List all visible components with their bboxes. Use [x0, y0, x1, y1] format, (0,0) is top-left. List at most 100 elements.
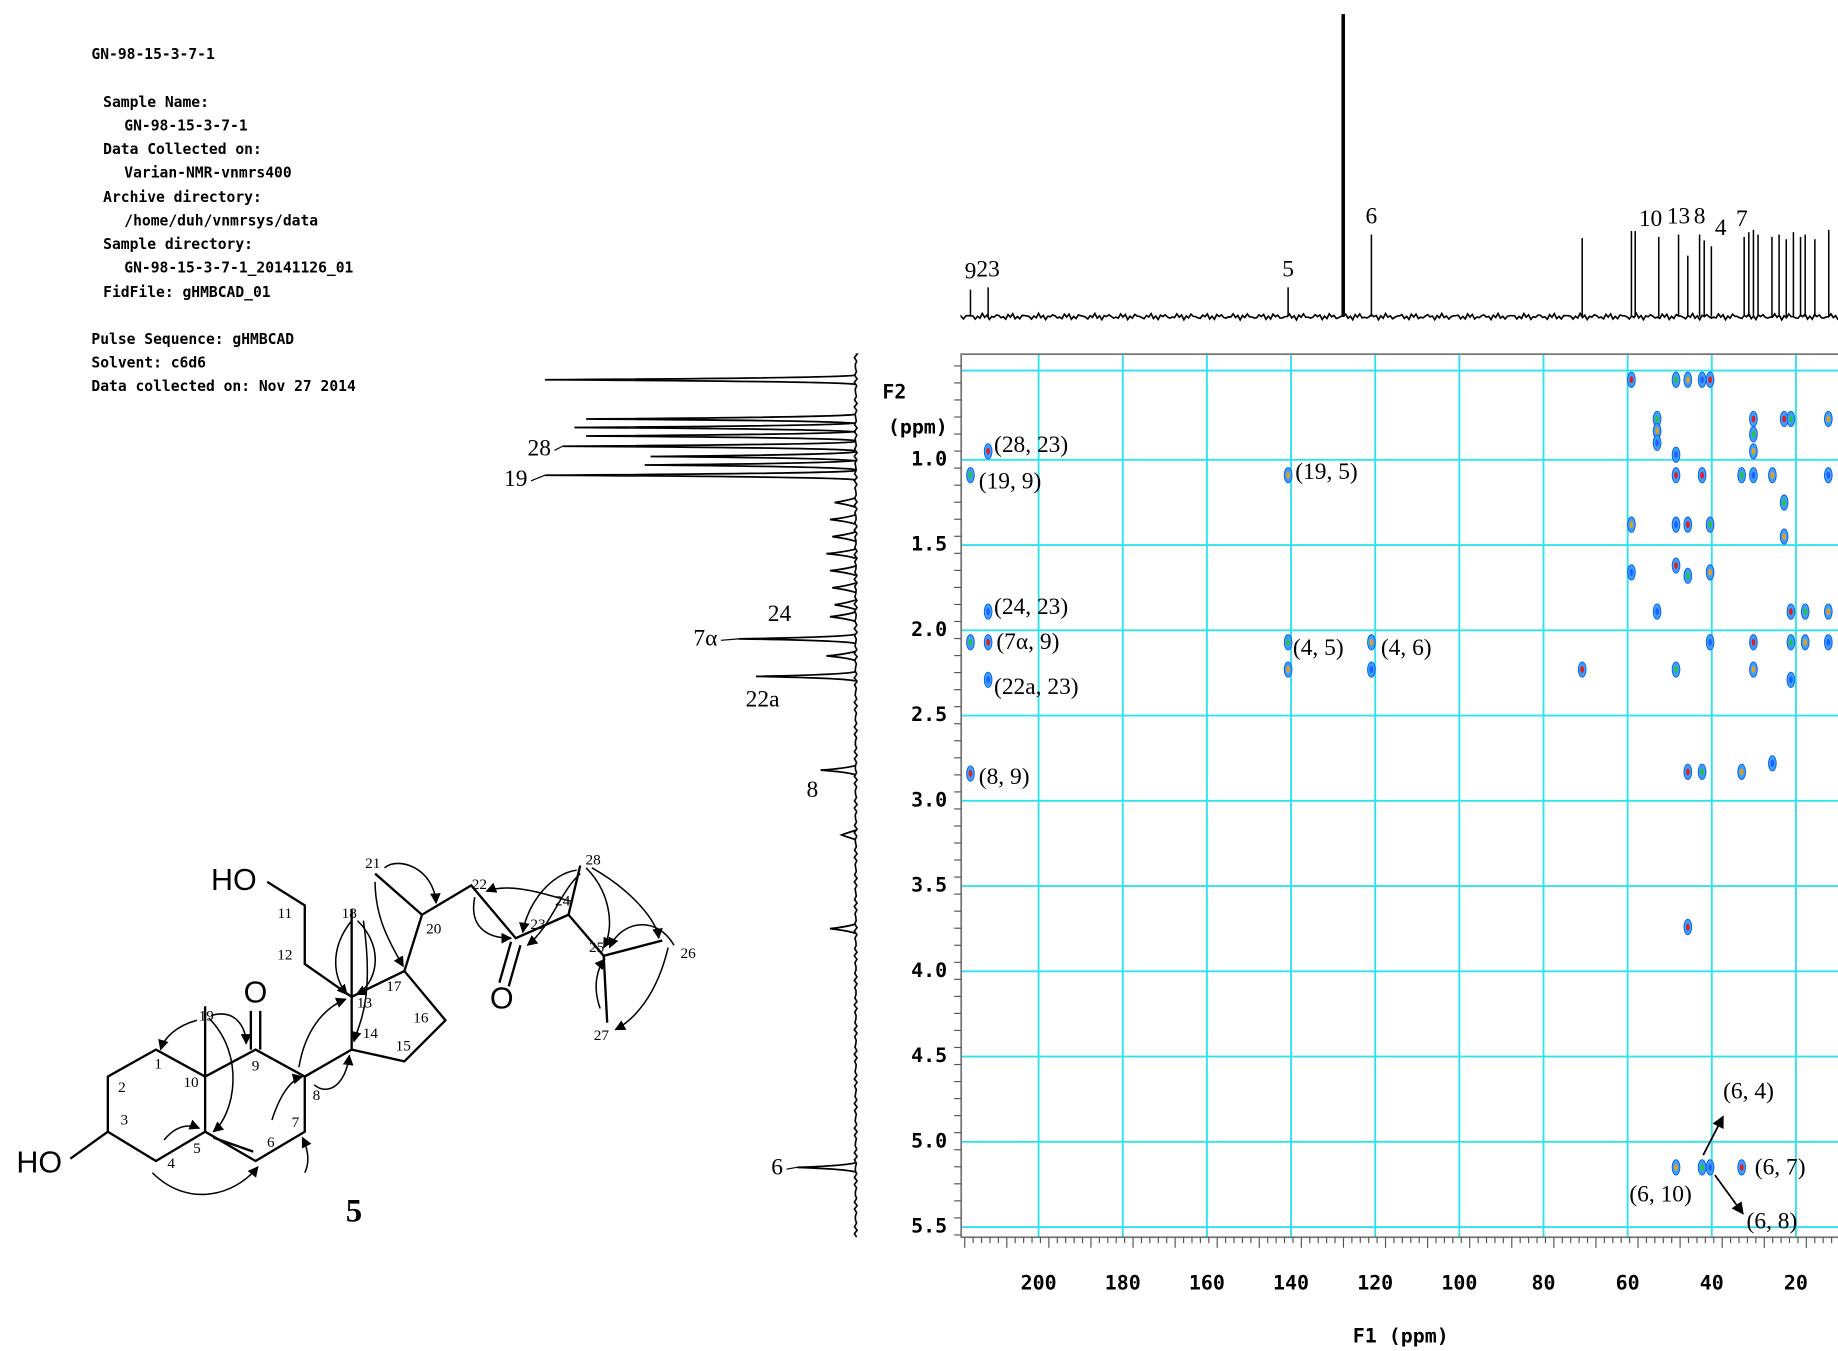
cross-peak-core: [1685, 521, 1690, 529]
atom-number: 28: [586, 851, 602, 868]
atom-number: 16: [413, 1010, 429, 1027]
side-chain: [374, 865, 663, 1023]
cross-peak-core: [1826, 638, 1831, 646]
proton-peak: [832, 531, 856, 543]
proton-peak: [644, 459, 856, 471]
cross-peak-core: [1674, 451, 1678, 459]
cross-peak-core: [1655, 427, 1659, 435]
atom-number: 22: [472, 876, 487, 893]
cross-peak-core: [1751, 447, 1756, 455]
side-ketone: [498, 941, 522, 987]
atom-number: 6: [267, 1134, 275, 1151]
atom-number: 4: [167, 1155, 175, 1172]
plot-frame: [960, 353, 1838, 1239]
cross-peak-core: [1674, 666, 1678, 674]
cross-peak-core: [1789, 676, 1793, 684]
proton-peak: [832, 582, 856, 594]
atom-number: 18: [342, 905, 358, 922]
cross-peak-core: [1286, 638, 1290, 646]
seco-chain: [266, 880, 353, 1078]
y-tick-label: 1.0: [911, 447, 947, 470]
cross-peak-core: [1700, 768, 1704, 776]
cross-peak-label: (6, 4): [1723, 1078, 1774, 1104]
cross-peak-label: (4, 5): [1293, 635, 1344, 661]
header-line: GN-98-15-3-7-1: [91, 46, 215, 63]
oxygen-label: O: [244, 976, 268, 1010]
cross-peak-core: [1803, 608, 1808, 616]
atom-number: 21: [365, 855, 380, 872]
proton-peak: [650, 450, 856, 463]
cross-peak-core: [1685, 572, 1690, 580]
proton-peak: [826, 548, 856, 560]
cross-peak-core: [1739, 768, 1744, 776]
proton-peak-label: 24: [768, 601, 792, 627]
cross-peak-core: [1629, 568, 1634, 576]
atom-number: 7: [292, 1114, 300, 1131]
cross-peak-core: [1782, 498, 1787, 507]
grid: [961, 354, 1838, 1238]
leader-line: [786, 1166, 798, 1170]
cross-peak-label: (8, 9): [979, 764, 1030, 790]
cross-peak-label: (4, 6): [1381, 635, 1432, 661]
proton-peak: [756, 670, 856, 682]
ketone-bond: [249, 1010, 262, 1050]
x-tick-label: 160: [1189, 1272, 1225, 1295]
proton-peak: [839, 829, 856, 841]
atom-number: 5: [193, 1140, 201, 1157]
cross-peak-core: [1770, 759, 1775, 767]
double-bond: [212, 1136, 254, 1153]
annotation-arrow: [1714, 1174, 1744, 1215]
proton-peak: [834, 599, 856, 611]
cross-peak-core: [1751, 415, 1756, 423]
proton-peak: [826, 650, 856, 662]
cross-peak-core: [1803, 638, 1808, 646]
proton-peak: [829, 514, 856, 526]
atom-number: 23: [530, 916, 546, 933]
cross-peak-label: (6, 10): [1629, 1182, 1691, 1208]
cross-peak-core: [986, 638, 991, 646]
proton-peak: [820, 764, 856, 776]
cross-peak-label: (19, 9): [979, 469, 1041, 495]
cross-peak-core: [1770, 471, 1775, 479]
leader-line: [530, 474, 546, 482]
atom-number: 8: [313, 1087, 321, 1104]
cross-peak-core: [1826, 471, 1831, 479]
cross-peak-core: [1789, 638, 1793, 646]
header-line: Sample Name:: [103, 94, 209, 111]
cross-peak-core: [986, 608, 991, 616]
y-tick-label: 5.0: [911, 1129, 947, 1152]
cross-peak-label: (19, 5): [1295, 459, 1357, 485]
cross-peak-core: [1685, 376, 1690, 384]
x-tick-label: 200: [1021, 1272, 1057, 1295]
cross-peak-core: [1789, 415, 1793, 423]
x-axis-title: F1 (ppm): [1353, 1324, 1449, 1347]
x-tick-label: 100: [1441, 1272, 1477, 1295]
y-tick-label: 4.5: [911, 1044, 947, 1067]
hmbc-arrows: [151, 862, 675, 1196]
proton-peak-label: 6: [771, 1155, 783, 1181]
header-line: Solvent: c6d6: [91, 355, 206, 372]
proton-peak-label: 28: [527, 436, 550, 462]
cross-peak-core: [1674, 1163, 1678, 1171]
proton-peak: [586, 413, 856, 425]
cross-peak-core: [1286, 666, 1290, 674]
carbon-peak-label: 4: [1715, 215, 1727, 241]
cross-peak-core: [1685, 923, 1690, 931]
ring-b: [204, 1048, 306, 1163]
cross-peak-label: (28, 23): [994, 432, 1068, 458]
cross-peak-core: [1782, 415, 1787, 423]
atom-number: 27: [594, 1027, 610, 1044]
leader-line: [554, 445, 563, 451]
x-tick-label: 60: [1616, 1272, 1640, 1295]
proton-peak: [829, 923, 856, 935]
cross-peak-core: [1700, 471, 1704, 479]
cross-peak-core: [1369, 666, 1374, 674]
oxygen-label: O: [490, 981, 514, 1015]
proton-peak: [562, 440, 856, 452]
x-tick-label: 40: [1700, 1272, 1724, 1295]
header-line: FidFile: gHMBCAD_01: [103, 284, 271, 301]
header-line: /home/duh/vnmrsys/data: [124, 213, 318, 230]
atom-number: 14: [363, 1025, 379, 1042]
header-line: Data collected on: Nov 27 2014: [91, 378, 356, 395]
carbon-peak-label: 9: [965, 259, 977, 285]
